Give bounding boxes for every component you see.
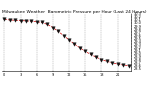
Text: Milwaukee Weather  Barometric Pressure per Hour (Last 24 Hours): Milwaukee Weather Barometric Pressure pe… — [2, 10, 146, 14]
